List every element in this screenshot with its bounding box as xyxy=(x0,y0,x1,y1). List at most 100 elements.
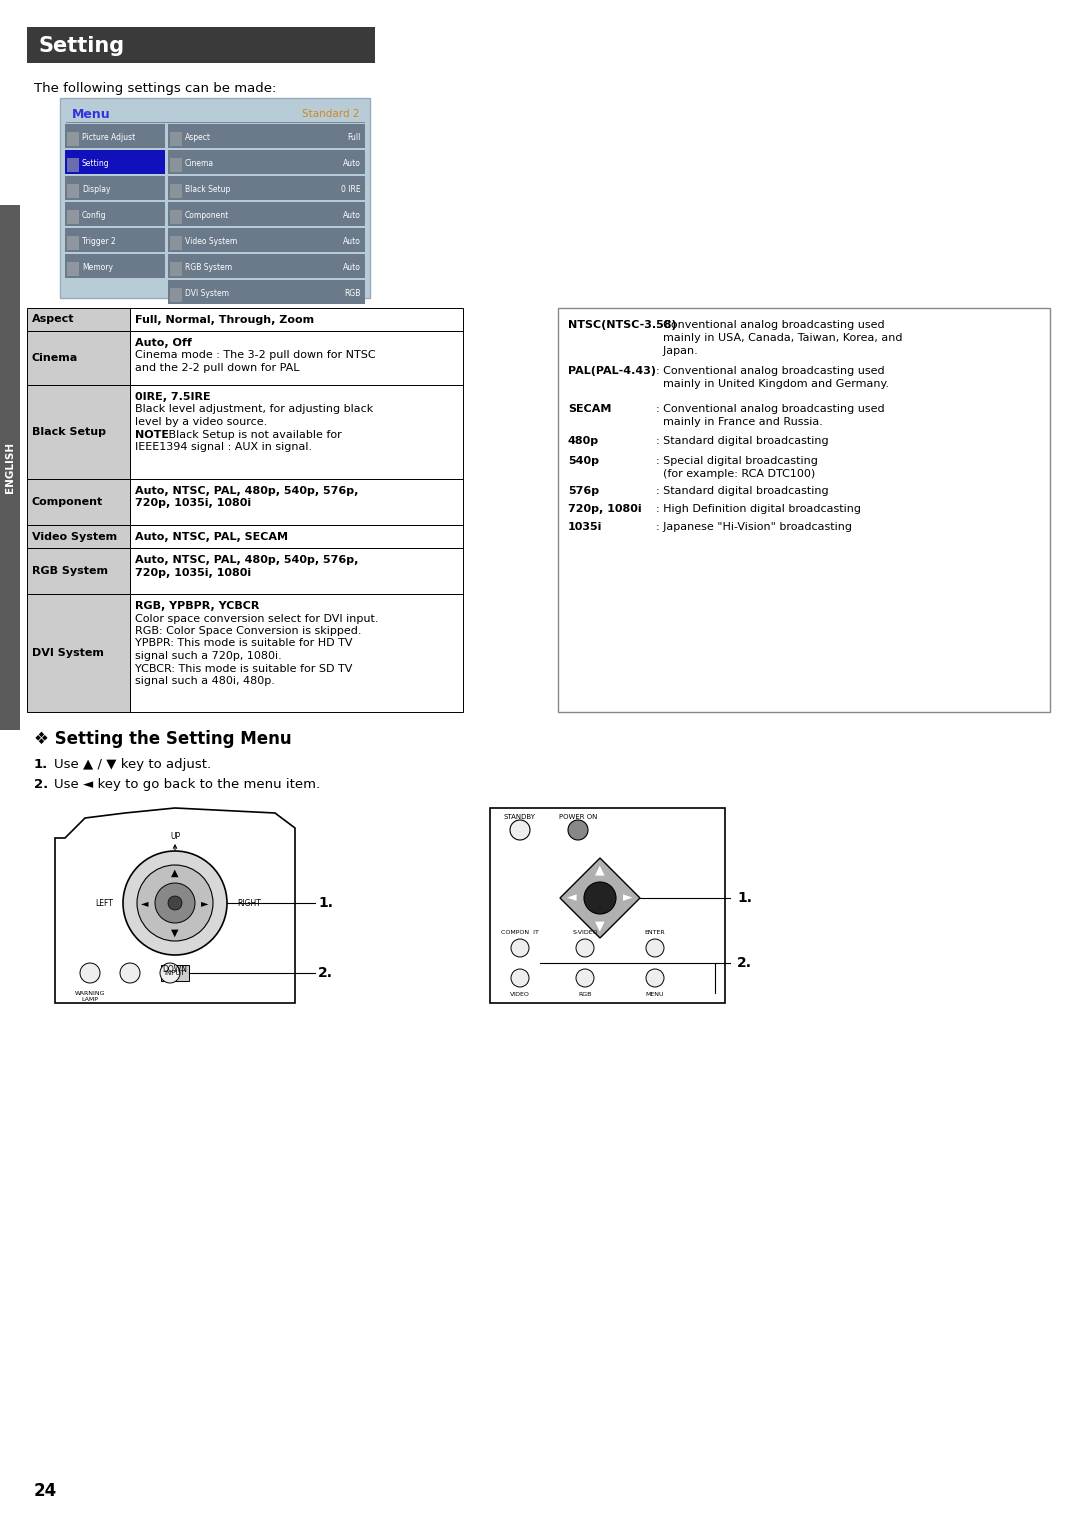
Text: : Conventional analog broadcasting used: : Conventional analog broadcasting used xyxy=(656,403,885,414)
Text: Auto, Off: Auto, Off xyxy=(135,338,192,348)
Text: RGB, YPBPR, YCBCR: RGB, YPBPR, YCBCR xyxy=(135,601,259,611)
Bar xyxy=(130,526,463,549)
Text: ENTER: ENTER xyxy=(645,931,665,935)
Circle shape xyxy=(156,883,195,923)
Bar xyxy=(27,309,130,332)
Text: level by a video source.: level by a video source. xyxy=(135,417,267,426)
Text: Picture Adjust: Picture Adjust xyxy=(82,133,135,142)
Bar xyxy=(27,478,130,526)
Text: 2.: 2. xyxy=(318,966,333,979)
Text: Video System: Video System xyxy=(32,532,117,541)
Bar xyxy=(27,385,130,478)
Text: Auto: Auto xyxy=(343,263,361,272)
Bar xyxy=(67,235,79,251)
Text: (for example: RCA DTC100): (for example: RCA DTC100) xyxy=(656,469,815,478)
Circle shape xyxy=(510,821,530,840)
Text: 0IRE, 7.5IRE: 0IRE, 7.5IRE xyxy=(135,393,211,402)
Text: Aspect: Aspect xyxy=(185,133,211,142)
Text: ▲: ▲ xyxy=(172,868,179,879)
Bar xyxy=(67,131,79,147)
Bar xyxy=(27,594,130,712)
Text: 2.: 2. xyxy=(737,957,752,970)
Text: INPUT: INPUT xyxy=(164,970,186,976)
Text: DVI System: DVI System xyxy=(32,648,104,659)
Bar xyxy=(558,309,1050,712)
Text: Cinema: Cinema xyxy=(32,353,78,364)
Polygon shape xyxy=(55,808,295,1002)
Text: Auto, NTSC, PAL, SECAM: Auto, NTSC, PAL, SECAM xyxy=(135,532,288,542)
Bar xyxy=(0,205,21,730)
Text: 2.: 2. xyxy=(33,778,49,792)
Bar xyxy=(168,202,365,226)
Bar xyxy=(65,176,165,200)
Text: POWER ON: POWER ON xyxy=(558,814,597,821)
Bar xyxy=(27,332,130,385)
Bar xyxy=(168,176,365,200)
Circle shape xyxy=(137,865,213,941)
Bar xyxy=(67,261,79,277)
Bar xyxy=(168,254,365,278)
Text: Menu: Menu xyxy=(72,107,110,121)
Circle shape xyxy=(646,940,664,957)
Circle shape xyxy=(584,882,616,914)
Bar xyxy=(170,131,183,147)
Text: RGB System: RGB System xyxy=(185,263,232,272)
Bar xyxy=(170,209,183,225)
Text: ▼: ▼ xyxy=(172,927,179,938)
Text: : High Definition digital broadcasting: : High Definition digital broadcasting xyxy=(656,504,861,513)
Text: Display: Display xyxy=(82,185,110,194)
Bar xyxy=(170,261,183,277)
Text: STANDBY: STANDBY xyxy=(504,814,536,821)
Text: UP: UP xyxy=(170,833,180,840)
Bar xyxy=(168,280,365,304)
Text: 1035i: 1035i xyxy=(568,523,603,532)
Text: Component: Component xyxy=(185,211,229,220)
Text: signal such a 720p, 1080i.: signal such a 720p, 1080i. xyxy=(135,651,282,662)
Circle shape xyxy=(511,969,529,987)
Text: ENGLISH: ENGLISH xyxy=(5,442,15,492)
Circle shape xyxy=(576,969,594,987)
Circle shape xyxy=(160,963,180,983)
Text: RGB: RGB xyxy=(578,992,592,996)
Text: ◄: ◄ xyxy=(567,891,577,905)
Circle shape xyxy=(576,940,594,957)
Text: Standard 2: Standard 2 xyxy=(302,108,360,119)
Bar xyxy=(60,98,370,298)
Text: ►: ► xyxy=(623,891,633,905)
Text: 1.: 1. xyxy=(737,891,752,905)
Text: Aspect: Aspect xyxy=(32,315,75,324)
Text: signal such a 480i, 480p.: signal such a 480i, 480p. xyxy=(135,675,275,686)
Text: PAL(PAL-4.43): PAL(PAL-4.43) xyxy=(568,367,656,376)
Text: : Standard digital broadcasting: : Standard digital broadcasting xyxy=(656,486,828,497)
Text: S-VIDEO: S-VIDEO xyxy=(572,931,598,935)
Bar xyxy=(67,183,79,199)
Text: YPBPR: This mode is suitable for HD TV: YPBPR: This mode is suitable for HD TV xyxy=(135,639,352,648)
Bar xyxy=(65,202,165,226)
Bar xyxy=(65,124,165,148)
Text: Auto: Auto xyxy=(343,237,361,246)
Text: 720p, 1080i: 720p, 1080i xyxy=(568,504,642,513)
Text: WARNING
LAMP: WARNING LAMP xyxy=(75,992,105,1002)
Bar xyxy=(67,209,79,225)
Text: RGB System: RGB System xyxy=(32,565,108,576)
Text: 480p: 480p xyxy=(568,435,599,446)
Polygon shape xyxy=(561,859,640,938)
Bar xyxy=(168,124,365,148)
Text: 576p: 576p xyxy=(568,486,599,497)
Circle shape xyxy=(80,963,100,983)
Circle shape xyxy=(168,895,183,911)
Text: Auto: Auto xyxy=(343,159,361,168)
Text: RIGHT: RIGHT xyxy=(237,898,261,908)
Text: IEEE1394 signal : AUX in signal.: IEEE1394 signal : AUX in signal. xyxy=(135,442,312,452)
Text: : Japanese "Hi-Vision" broadcasting: : Japanese "Hi-Vision" broadcasting xyxy=(656,523,852,532)
Text: NOTE: NOTE xyxy=(135,429,168,440)
Text: Component: Component xyxy=(32,497,104,507)
Text: RGB: Color Space Conversion is skipped.: RGB: Color Space Conversion is skipped. xyxy=(135,626,362,636)
Text: mainly in France and Russia.: mainly in France and Russia. xyxy=(656,417,823,426)
Text: Black Setup: Black Setup xyxy=(32,426,106,437)
Bar xyxy=(170,157,183,173)
Text: SECAM: SECAM xyxy=(568,403,611,414)
Text: 24: 24 xyxy=(33,1482,57,1500)
Text: : Standard digital broadcasting: : Standard digital broadcasting xyxy=(656,435,828,446)
Circle shape xyxy=(120,963,140,983)
